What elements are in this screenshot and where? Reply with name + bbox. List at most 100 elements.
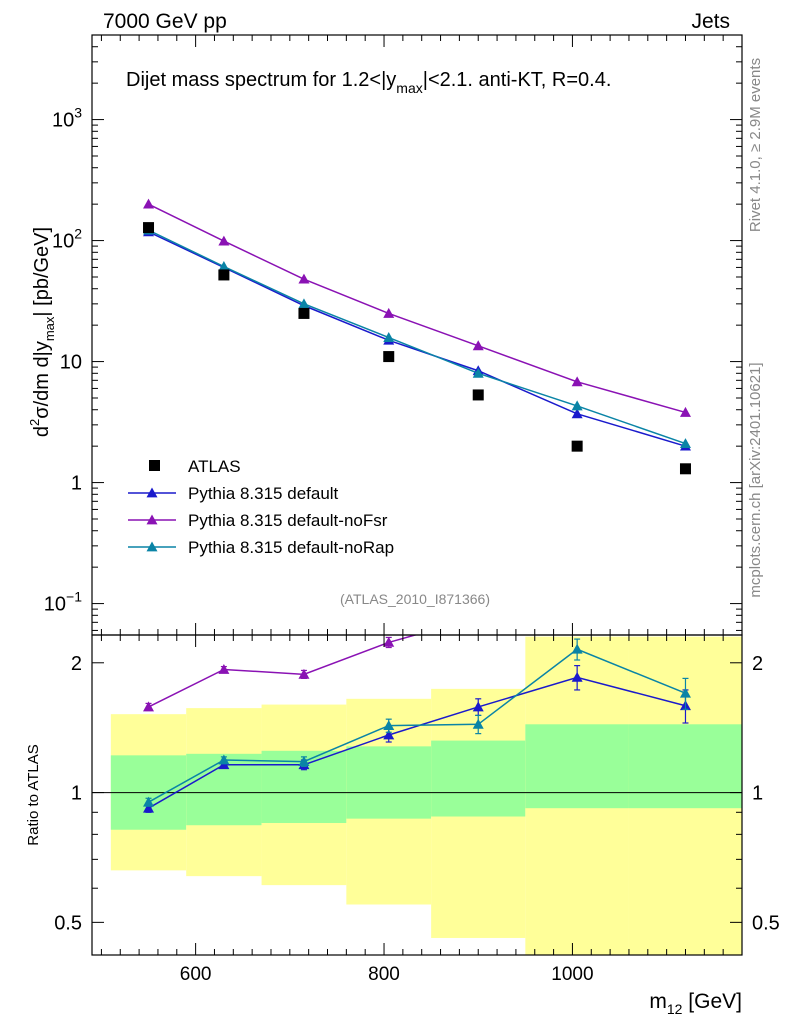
data-point [143,222,155,234]
legend-label-1: Pythia 8.315 default-noFsr [188,511,388,530]
stat-uncertainty-band [431,740,526,817]
series-line-0 [148,231,686,447]
x-tick-label: 800 [368,964,400,985]
ratio-tick-labels: 0.5 0.5 1 1 2 2 [54,653,780,935]
y-axis-label-exp: 2 [27,419,42,426]
x-axis-label: m12 [GeV] [649,990,742,1017]
ratio-tick-label-right: 2 [752,653,763,675]
rivet-version-label: Rivet 4.1.0, ≥ 2.9M events [747,58,764,232]
main-axis-ticks [92,34,743,635]
series-marker-1 [383,307,395,318]
y-axis-label-sub: max [42,316,57,341]
data-point [218,269,230,281]
data-point [298,307,310,319]
stat-uncertainty-band [346,746,432,819]
data-point [472,389,484,401]
ratio-marker-1 [383,636,395,647]
ratio-series-0 [143,665,691,813]
y-tick-label-exponent: −1 [66,589,82,605]
series-marker-2 [298,298,310,309]
ratio-tick-label-left: 0.5 [54,912,82,934]
series-marker-2 [218,261,230,271]
ratio-uncertainty-bands [110,636,742,955]
ratio-series-2 [143,638,691,807]
ratio-marker-2 [679,687,691,698]
ratio-marker-0 [472,701,484,712]
ratio-series-1 [143,558,691,712]
y-tick-label-main: 102 [52,226,82,253]
ratio-marker-1 [143,701,155,712]
legend-marker-atlas [149,460,160,471]
ratio-axis-label: Ratio to ATLAS [25,744,42,845]
series-marker-1 [298,273,310,284]
chart-title-rest: |<2.1. anti-KT, R=0.4. [423,69,612,91]
y-tick-label-exponent: 3 [74,105,82,121]
ratio-marker-1 [473,612,484,622]
x-tick-label: 600 [180,964,212,985]
data-point [571,440,583,452]
data-point [679,463,691,475]
ratio-tick-label-left: 1 [71,783,82,805]
x-axis-label-sub: 12 [667,1001,683,1017]
main-data-layer [143,222,691,475]
y-tick-label-main: 10 [60,352,82,374]
ratio-marker-1 [680,586,691,596]
series-line-2 [148,229,686,445]
legend-marker-1 [146,514,158,525]
y-tick-label-main: 10−1 [44,589,82,616]
ratio-marker-1 [572,558,583,568]
ratio-panel: 0.5 0.5 1 1 2 2 600 800 1000 Ratio to ATLAS [25,558,780,985]
y-tick-label-exponent: 2 [74,226,82,242]
y-tick-label-base: 10 [60,352,82,374]
legend-label-2: Pythia 8.315 default-noRap [188,538,394,557]
legend-marker-0 [146,487,158,498]
series-line-1 [148,203,686,414]
ratio-frame [91,634,743,956]
series-marker-2 [472,367,484,378]
series-marker-1 [218,235,230,246]
legend: ATLAS Pythia 8.315 default Pythia 8.315 de… [128,457,394,557]
chart-title: Dijet mass spectrum for 1.2<|ymax|<2.1. … [126,69,611,96]
analysis-id-label: (ATLAS_2010_I871366) [340,591,490,607]
ratio-marker-2 [143,796,155,807]
series-marker-1 [143,198,155,209]
mcplots-reference-label: mcplots.cern.ch [arXiv:2401.10621] [747,362,764,597]
stat-uncertainty-band [525,724,629,809]
ratio-tick-label-left: 2 [71,653,82,675]
y-tick-label-base: 10 [52,110,74,132]
y-tick-label-base: 10 [44,594,66,616]
series-marker-1 [472,340,484,351]
chart-title-main: Dijet mass spectrum for 1.2<|y [126,69,396,91]
series-marker-1 [571,376,583,387]
series-marker-2 [679,438,691,448]
ratio-marker-2 [298,756,310,766]
ratio-marker-0 [383,729,395,740]
y-tick-label-main: 1 [71,473,82,495]
ratio-axis-ticks [92,635,743,955]
ratio-marker-2 [218,754,230,765]
ratio-series-layer [143,558,691,813]
ratio-marker-1 [218,663,230,674]
main-series-layer [143,198,691,451]
data-point [383,351,395,363]
header-energy-label: 7000 GeV pp [103,10,227,33]
ratio-marker-2 [571,643,583,654]
y-tick-label-base: 1 [71,473,82,495]
x-axis-label-m: m [649,990,667,1013]
legend-marker-2 [146,541,158,552]
y-axis-label: d2σ/dm d|ymax| [pb/GeV] [27,227,57,437]
x-tick-label: 1000 [551,964,593,985]
series-marker-0 [571,408,583,419]
ratio-marker-0 [143,802,155,813]
legend-label-0: Pythia 8.315 default [188,484,339,503]
series-marker-1 [679,406,691,417]
x-tick-labels: 600 800 1000 [180,964,594,985]
header-process-label: Jets [691,10,730,33]
y-axis-label-unit: | [pb/GeV] [31,227,53,317]
series-marker-2 [383,332,395,342]
y-axis-label-mid: σ/dm d|y [31,341,53,419]
series-marker-2 [571,400,583,411]
